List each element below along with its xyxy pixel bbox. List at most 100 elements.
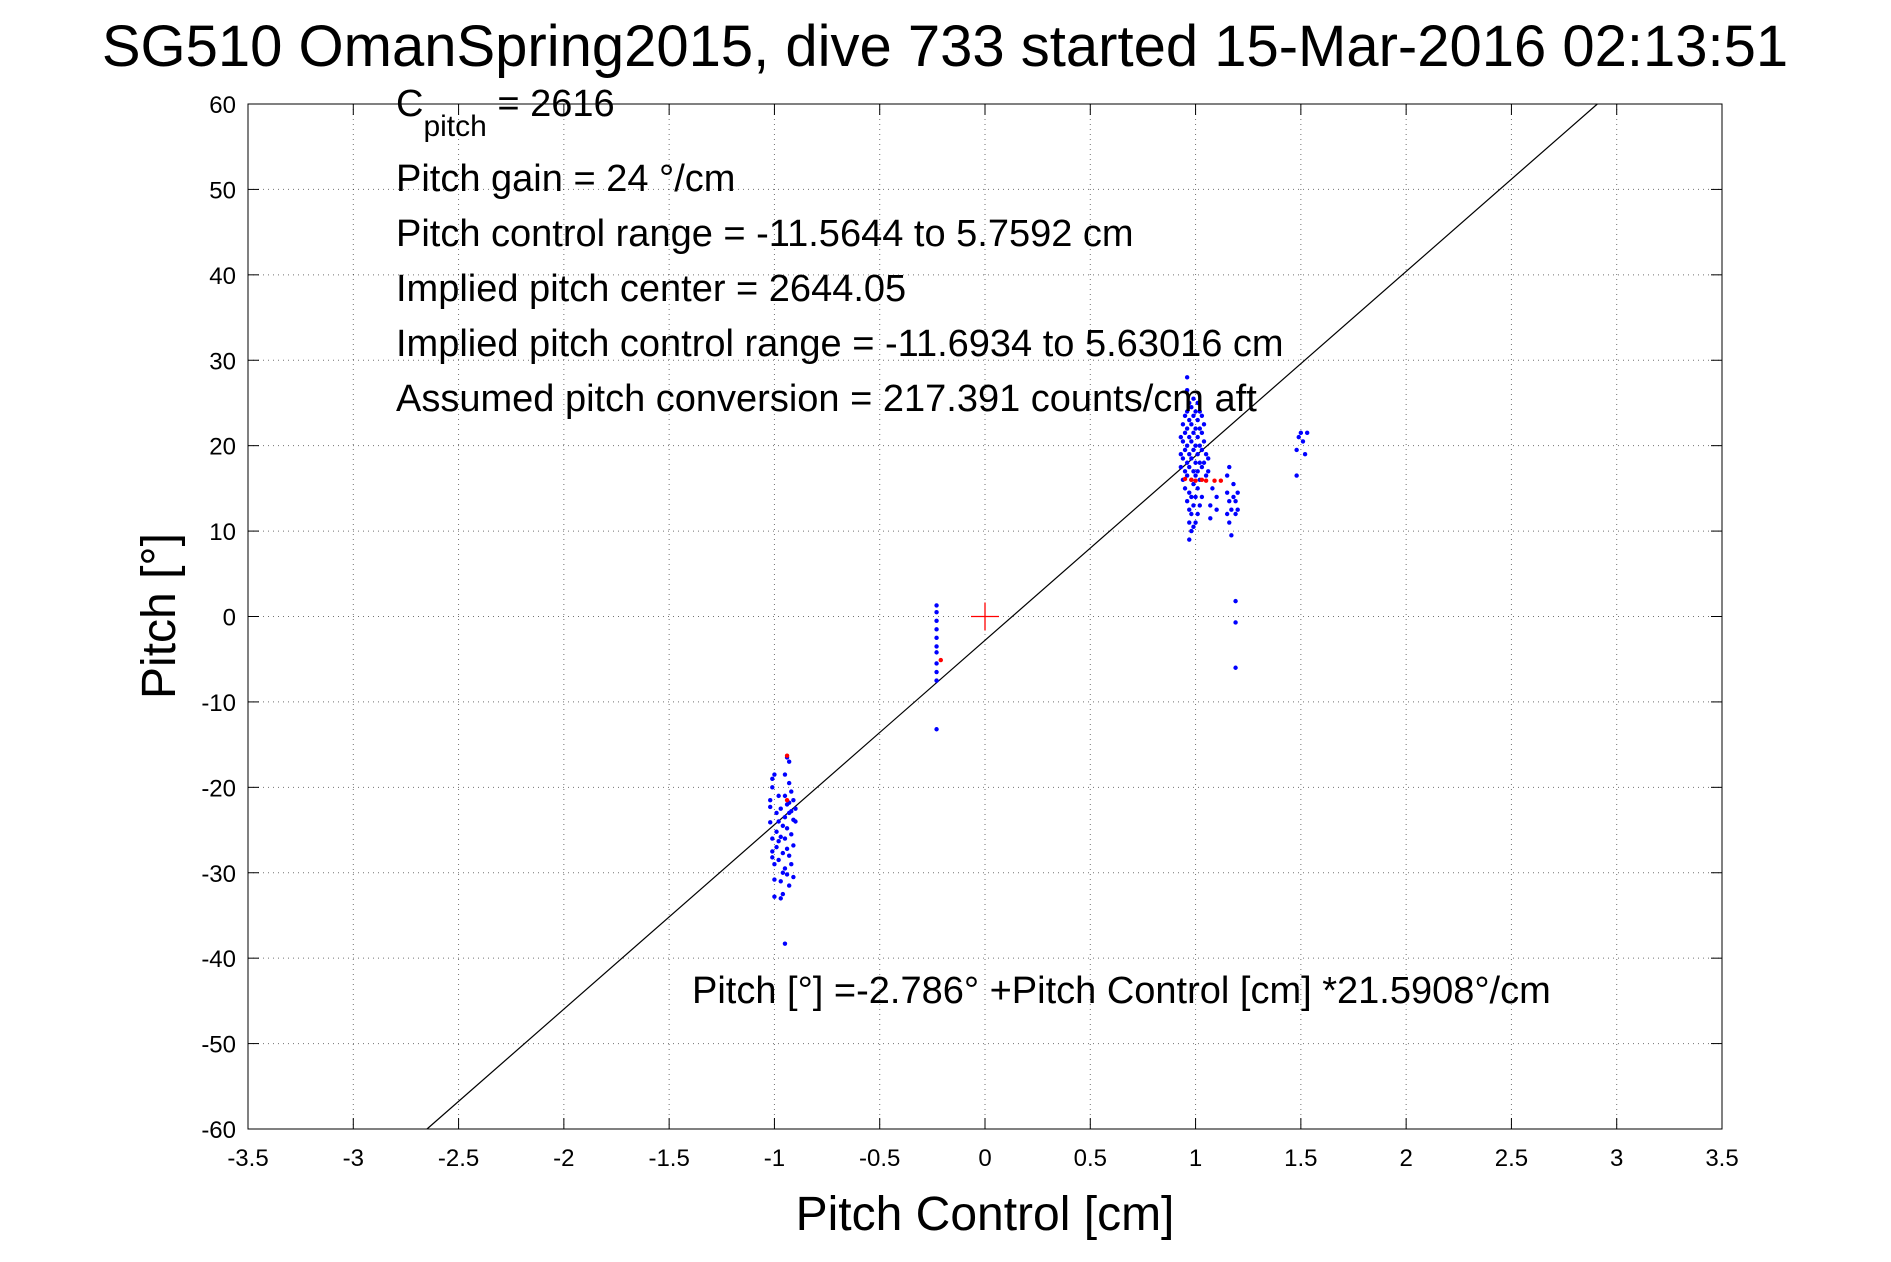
data-point — [784, 846, 790, 852]
data-point — [1229, 533, 1234, 538]
data-point — [791, 797, 796, 803]
data-point — [782, 866, 788, 871]
data-point — [1191, 503, 1196, 508]
data-point — [1197, 503, 1202, 508]
c-pitch-subscript: pitch — [423, 110, 486, 143]
y-tick-label: -40 — [201, 946, 236, 973]
y-tick-label: -30 — [201, 861, 236, 888]
implied-pitch-center-annotation: Implied pitch center = 2644.05 — [396, 268, 906, 310]
data-point — [1233, 620, 1238, 625]
c-pitch-base: C — [396, 83, 423, 125]
data-point — [1300, 439, 1306, 444]
data-point — [1193, 520, 1198, 525]
data-point — [1201, 460, 1207, 465]
data-point — [776, 793, 781, 799]
data-point — [1227, 464, 1232, 470]
x-tick-label: -3.5 — [227, 1145, 268, 1172]
data-point — [934, 635, 939, 641]
data-point — [784, 753, 790, 758]
data-point — [791, 843, 796, 848]
data-point — [1187, 464, 1192, 470]
data-point — [1233, 598, 1238, 604]
y-tick-label: 0 — [223, 605, 236, 632]
data-point — [934, 618, 939, 623]
chart-title: SG510 OmanSpring2015, dive 733 started 1… — [102, 14, 1788, 79]
data-point — [780, 823, 786, 828]
data-point — [774, 829, 779, 834]
x-tick-label: -0.5 — [859, 1145, 900, 1172]
data-point — [1178, 464, 1184, 470]
grid-lines — [248, 104, 1722, 1129]
y-tick-label: -60 — [201, 1117, 236, 1144]
x-tick-labels: -3.5 -3 -2.5 -2 -1.5 -1 -0.5 0 0.5 1 1.5 2 2.5 3 3.5 — [227, 1145, 1738, 1172]
data-point — [770, 776, 775, 781]
data-point — [784, 826, 790, 831]
data-point — [1182, 469, 1188, 474]
data-point — [1182, 476, 1188, 482]
data-point — [1191, 469, 1196, 474]
data-point — [938, 657, 943, 663]
data-point — [782, 836, 788, 841]
data-point — [1184, 387, 1190, 393]
x-tick-label: -2.5 — [438, 1145, 479, 1172]
data-point — [1224, 490, 1230, 495]
data-point — [1229, 507, 1234, 512]
center-marker — [971, 602, 999, 631]
data-point — [768, 804, 773, 810]
data-point — [1184, 443, 1190, 448]
data-point — [1224, 511, 1230, 517]
c-pitch-value: = 2616 — [487, 83, 615, 125]
data-point — [1214, 507, 1219, 512]
y-tick-label: 40 — [209, 263, 236, 290]
data-point — [1210, 486, 1215, 491]
data-point — [1199, 477, 1205, 483]
data-point — [1193, 409, 1198, 414]
data-point — [934, 627, 939, 632]
y-axis-label: Pitch [°] — [133, 533, 186, 699]
x-axis-label: Pitch Control [cm] — [796, 1188, 1175, 1241]
data-point — [1227, 498, 1232, 504]
data-point — [1203, 452, 1209, 457]
data-point — [784, 872, 790, 877]
data-point — [1182, 447, 1188, 453]
data-point — [780, 850, 786, 856]
data-point — [1195, 434, 1200, 440]
pitch-control-range-annotation: Pitch control range = -11.5644 to 5.7592… — [396, 213, 1134, 255]
x-tick-label: 1 — [1189, 1145, 1202, 1172]
data-point — [1197, 409, 1202, 414]
data-point — [1191, 524, 1196, 530]
data-point — [789, 832, 794, 837]
y-tick-label: -50 — [201, 1032, 236, 1059]
data-point — [1197, 443, 1202, 448]
data-point — [1208, 516, 1213, 521]
data-point — [1187, 537, 1192, 542]
data-point — [1224, 473, 1230, 478]
data-point — [1235, 490, 1240, 495]
fit-equation-annotation: Pitch [°] =-2.786° +Pitch Control [cm] *… — [692, 970, 1551, 1012]
data-point — [1233, 665, 1238, 670]
data-point — [1189, 439, 1194, 444]
y-tick-labels: 60 50 40 30 20 10 0 -10 -20 -30 -40 -50 -60 — [201, 92, 236, 1144]
data-point — [1189, 422, 1194, 427]
data-point — [1197, 460, 1202, 465]
data-point — [934, 603, 939, 608]
data-point — [772, 894, 777, 899]
y-tick-label: 60 — [209, 92, 236, 119]
data-point — [1199, 464, 1205, 470]
data-point — [770, 855, 775, 860]
data-point — [1189, 528, 1194, 534]
y-tick-label: -10 — [201, 690, 236, 717]
data-point — [1212, 478, 1217, 483]
x-tick-label: 1.5 — [1284, 1145, 1317, 1172]
data-point — [1298, 430, 1304, 436]
data-point — [1195, 486, 1200, 491]
x-tick-label: -1 — [764, 1145, 785, 1172]
data-point — [1214, 494, 1219, 500]
data-point — [778, 834, 783, 840]
data-point — [1199, 413, 1205, 418]
data-point — [793, 819, 798, 824]
data-point — [1206, 456, 1211, 461]
data-point — [1231, 481, 1236, 487]
data-point — [1193, 494, 1198, 500]
data-point — [1203, 473, 1209, 478]
